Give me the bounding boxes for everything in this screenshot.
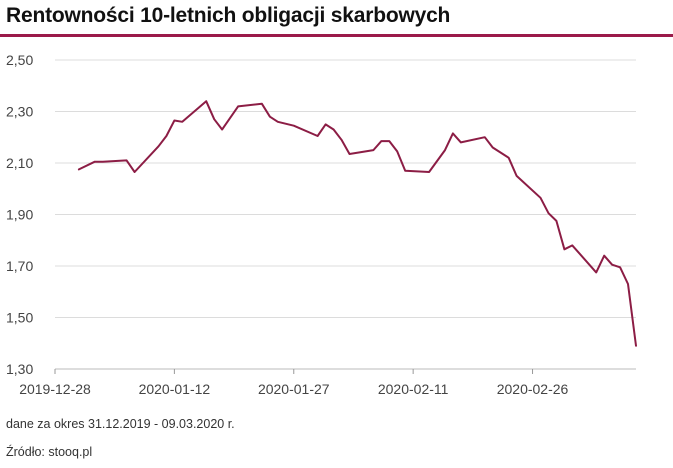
x-tick-label: 2020-02-26 bbox=[497, 381, 569, 397]
y-tick-label: 1,30 bbox=[6, 361, 33, 377]
y-tick-label: 1,70 bbox=[6, 258, 33, 274]
y-tick-label: 2,50 bbox=[6, 52, 33, 68]
series-line bbox=[77, 100, 637, 347]
x-tick-label: 2019-12-28 bbox=[19, 381, 91, 397]
x-tick-label: 2020-01-12 bbox=[139, 381, 211, 397]
title-rule bbox=[0, 34, 673, 37]
y-tick-label: 1,50 bbox=[6, 310, 33, 326]
x-axis: 2019-12-28 2020-01-12 2020-01-27 2020-02-11… bbox=[19, 369, 569, 397]
grid-lines bbox=[55, 59, 636, 370]
y-axis: 1,30 1,50 1,70 1,90 2,10 2,30 2,50 bbox=[6, 52, 33, 377]
chart-title: Rentowności 10-letnich obligacji skarbow… bbox=[6, 4, 451, 27]
y-tick-label: 1,90 bbox=[6, 207, 33, 223]
x-tick-label: 2020-01-27 bbox=[258, 381, 330, 397]
y-tick-label: 2,30 bbox=[6, 104, 33, 120]
x-tick-label: 2020-02-11 bbox=[378, 381, 449, 397]
y-tick-label: 2,10 bbox=[6, 155, 33, 171]
date-range-note: dane za okres 31.12.2019 - 09.03.2020 r. bbox=[6, 417, 235, 431]
source-note: Źródło: stooq.pl bbox=[6, 445, 93, 459]
plot-area bbox=[77, 100, 637, 347]
yield-line-chart: 1,301,501,701,902,102,302,50 2019-12-28 2… bbox=[6, 52, 637, 397]
